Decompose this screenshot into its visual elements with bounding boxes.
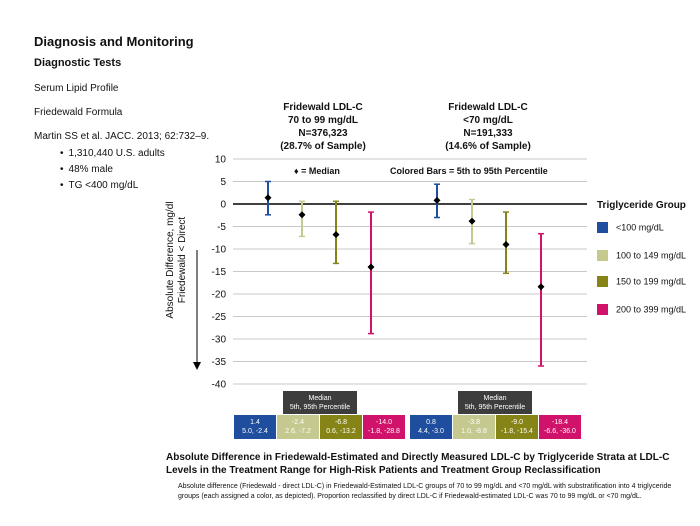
percentile-range: -1.8, -15.4 xyxy=(501,428,533,435)
median-header-2-line1: Median xyxy=(483,395,507,402)
caption-body: Absolute difference (Friedewald - direct… xyxy=(178,483,672,500)
percentile-range: -1.8, -28.8 xyxy=(368,428,400,435)
group2-title-line4: (14.6% of Sample) xyxy=(445,141,531,152)
median-diamond xyxy=(433,196,441,204)
y-tick-label: -10 xyxy=(212,245,227,256)
chart-marks xyxy=(264,180,545,367)
legend-swatch-2 xyxy=(597,250,608,262)
group2-title-line3: N=191,333 xyxy=(463,128,513,139)
legend-label-1: <100 mg/dL xyxy=(616,222,664,233)
percentile-range: 4.4, -3.0 xyxy=(418,428,444,435)
section-heading: Diagnostic Tests xyxy=(34,57,122,69)
y-tick-labels: 10 5 0 -5 -10 -15 -20 -25 -30 -35 -40 xyxy=(212,155,227,391)
median-diamond xyxy=(332,231,340,239)
legend-item-3: 150 to 199 mg/dL xyxy=(597,276,686,288)
median-value: 1.4 xyxy=(250,419,260,426)
median-header-1-line1: Median xyxy=(308,395,332,402)
group1-title-line1: Fridewald LDL-C xyxy=(283,102,363,113)
percentile-range: 2.6, -7.2 xyxy=(285,428,311,435)
text-friedewald: Friedewald Formula xyxy=(34,107,123,118)
median-diamond xyxy=(367,263,375,271)
percentile-range: 1.0, -8.8 xyxy=(461,428,487,435)
chart-svg: 10 5 0 -5 -10 -15 -20 -25 -30 -35 -40 xyxy=(193,155,587,391)
bullet-tg: TG <400 mg/dL xyxy=(60,180,139,191)
caption-title: Absolute Difference in Friedewald-Estima… xyxy=(166,452,670,476)
legend-item-2: 100 to 149 mg/dL xyxy=(597,250,686,262)
y-tick-label: -25 xyxy=(212,312,227,323)
grid-lines xyxy=(233,158,587,385)
group2-title: Fridewald LDL-C <70 mg/dL N=191,333 (14.… xyxy=(423,101,553,153)
text-serum-lipid: Serum Lipid Profile xyxy=(34,83,119,94)
legend-label-3: 150 to 199 mg/dL xyxy=(616,276,687,287)
median-cell: 1.4 5.0, -2.4 xyxy=(234,415,276,439)
group1-title: Fridewald LDL-C 70 to 99 mg/dL N=376,323… xyxy=(258,101,388,153)
legend-swatch-3 xyxy=(597,276,608,288)
median-value: -9.0 xyxy=(510,419,524,426)
group1-title-line4: (28.7% of Sample) xyxy=(280,141,366,152)
y-tick-label: -15 xyxy=(212,267,227,278)
median-diamond xyxy=(468,217,476,225)
legend-title: Triglyceride Group xyxy=(597,200,686,211)
median-value: -2.4 xyxy=(291,419,305,426)
legend-item-1: <100 mg/dL xyxy=(597,222,664,234)
percentile-range: 5.0, -2.4 xyxy=(242,428,268,435)
legend-item-4: 200 to 399 mg/dL xyxy=(597,304,686,316)
median-diamond xyxy=(502,241,510,248)
legend-swatch-1 xyxy=(597,222,608,234)
page-title: Diagnosis and Monitoring xyxy=(34,34,194,49)
group2-title-line1: Fridewald LDL-C xyxy=(448,102,528,113)
legend-swatch-4 xyxy=(597,304,608,316)
y-tick-label: -30 xyxy=(212,335,227,346)
median-header-2-line2: 5th, 95th Percentile xyxy=(464,404,526,411)
arrow-head-icon xyxy=(193,362,201,370)
median-diamond xyxy=(537,283,545,291)
y-tick-label: -40 xyxy=(212,380,227,391)
y-tick-label: -35 xyxy=(212,357,227,368)
percentile-range: 0.6, -13.2 xyxy=(326,428,356,435)
median-diamond xyxy=(298,211,306,219)
percentile-range: -6.6, -36.0 xyxy=(544,428,576,435)
legend-label-2: 100 to 149 mg/dL xyxy=(616,250,687,261)
median-cell: -14.0 -1.8, -28.8 xyxy=(363,415,405,439)
median-cell: -6.8 0.6, -13.2 xyxy=(320,415,362,439)
median-cell: -9.0 -1.8, -15.4 xyxy=(496,415,538,439)
median-diamond xyxy=(264,194,272,202)
median-header-1: Median 5th, 95th Percentile xyxy=(283,391,357,414)
median-header-1-line2: 5th, 95th Percentile xyxy=(289,404,351,411)
bullet-male: 48% male xyxy=(60,164,113,175)
bullet-adults: 1,310,440 U.S. adults xyxy=(60,148,165,159)
median-value: -14.0 xyxy=(376,419,392,426)
group2-title-line2: <70 mg/dL xyxy=(463,115,513,126)
median-cell: 0.8 4.4, -3.0 xyxy=(410,415,452,439)
y-tick-label: -20 xyxy=(212,290,227,301)
median-cell: -3.8 1.0, -8.8 xyxy=(453,415,495,439)
median-value: -3.8 xyxy=(467,419,481,426)
group1-title-line2: 70 to 99 mg/dL xyxy=(287,115,358,126)
y-tick-label: -5 xyxy=(217,222,226,233)
y-tick-label: 10 xyxy=(215,155,227,166)
median-header-2: Median 5th, 95th Percentile xyxy=(458,391,532,414)
y-tick-label: 0 xyxy=(220,200,226,211)
legend-label-4: 200 to 399 mg/dL xyxy=(616,304,687,315)
median-note: ♦ = Median xyxy=(294,166,340,176)
median-cell: -2.4 2.6, -7.2 xyxy=(277,415,319,439)
median-cell: -18.4 -6.6, -36.0 xyxy=(539,415,581,439)
citation: Martin SS et al. JACC. 2013; 62:732–9. xyxy=(34,131,210,142)
median-value: 0.8 xyxy=(426,419,436,426)
group1-title-line3: N=376,323 xyxy=(298,128,348,139)
median-value: -6.8 xyxy=(334,419,348,426)
y-tick-label: 5 xyxy=(220,177,226,188)
bars-note: Colored Bars = 5th to 95th Percentile xyxy=(390,166,548,176)
median-value: -18.4 xyxy=(552,419,568,426)
